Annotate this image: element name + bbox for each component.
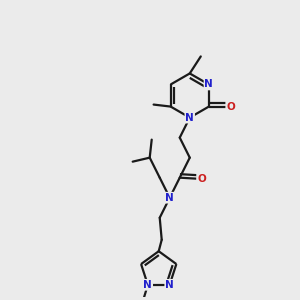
Text: N: N — [165, 280, 174, 290]
Text: N: N — [185, 112, 194, 123]
Text: N: N — [143, 280, 152, 290]
Text: N: N — [165, 193, 174, 203]
Text: O: O — [226, 102, 235, 112]
Text: N: N — [205, 80, 213, 89]
Text: O: O — [197, 174, 206, 184]
